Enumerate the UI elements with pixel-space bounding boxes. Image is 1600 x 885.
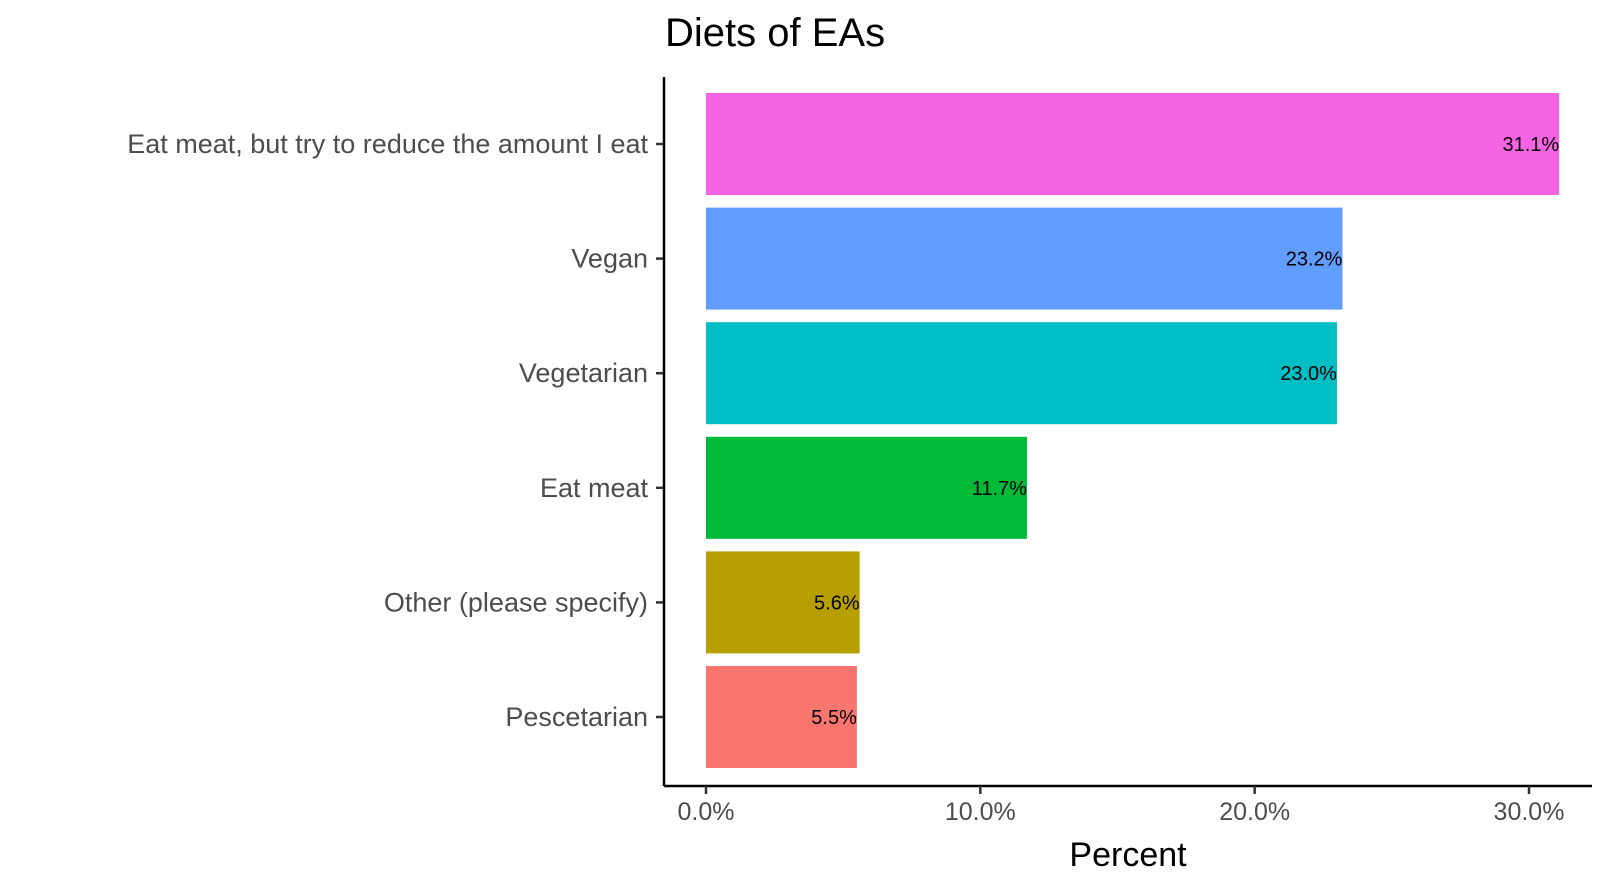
bar-vegetarian	[706, 322, 1337, 425]
y-tick-label: Eat meat, but try to reduce the amount I…	[127, 129, 648, 159]
y-axis: Eat meat, but try to reduce the amount I…	[127, 77, 666, 786]
x-axis-title: Percent	[1069, 836, 1187, 874]
bar-vegan	[706, 207, 1343, 310]
bars-group	[706, 93, 1560, 768]
y-tick-label: Vegan	[571, 244, 648, 274]
bar-eat-meat	[706, 436, 1027, 539]
y-tick-label: Eat meat	[540, 473, 649, 503]
x-tick-label: 30.0%	[1494, 798, 1565, 826]
data-labels-group: 31.1% 23.2% 23.0% 11.7% 5.6% 5.5%	[811, 134, 1559, 729]
y-tick-label: Vegetarian	[519, 358, 648, 388]
data-label: 11.7%	[972, 478, 1027, 500]
bar-eat-meat-but-try-to-reduce-the-amount-i-eat	[706, 93, 1560, 195]
bar-pescetarian	[706, 666, 857, 768]
x-tick-label: 20.0%	[1219, 798, 1290, 826]
y-tick-label: Other (please specify)	[384, 587, 648, 617]
chart-title: Diets of EAs	[665, 11, 885, 55]
data-label: 23.2%	[1286, 249, 1343, 271]
x-axis: 0.0% 10.0% 20.0% 30.0%	[664, 784, 1592, 826]
data-label: 5.6%	[814, 592, 860, 614]
data-label: 5.5%	[811, 707, 857, 729]
data-label: 31.1%	[1502, 134, 1559, 156]
data-label: 23.0%	[1280, 363, 1337, 385]
y-tick-label: Pescetarian	[505, 702, 648, 732]
x-tick-label: 0.0%	[678, 798, 735, 826]
bar-other-please-specify	[706, 551, 860, 654]
x-tick-label: 10.0%	[945, 798, 1016, 826]
